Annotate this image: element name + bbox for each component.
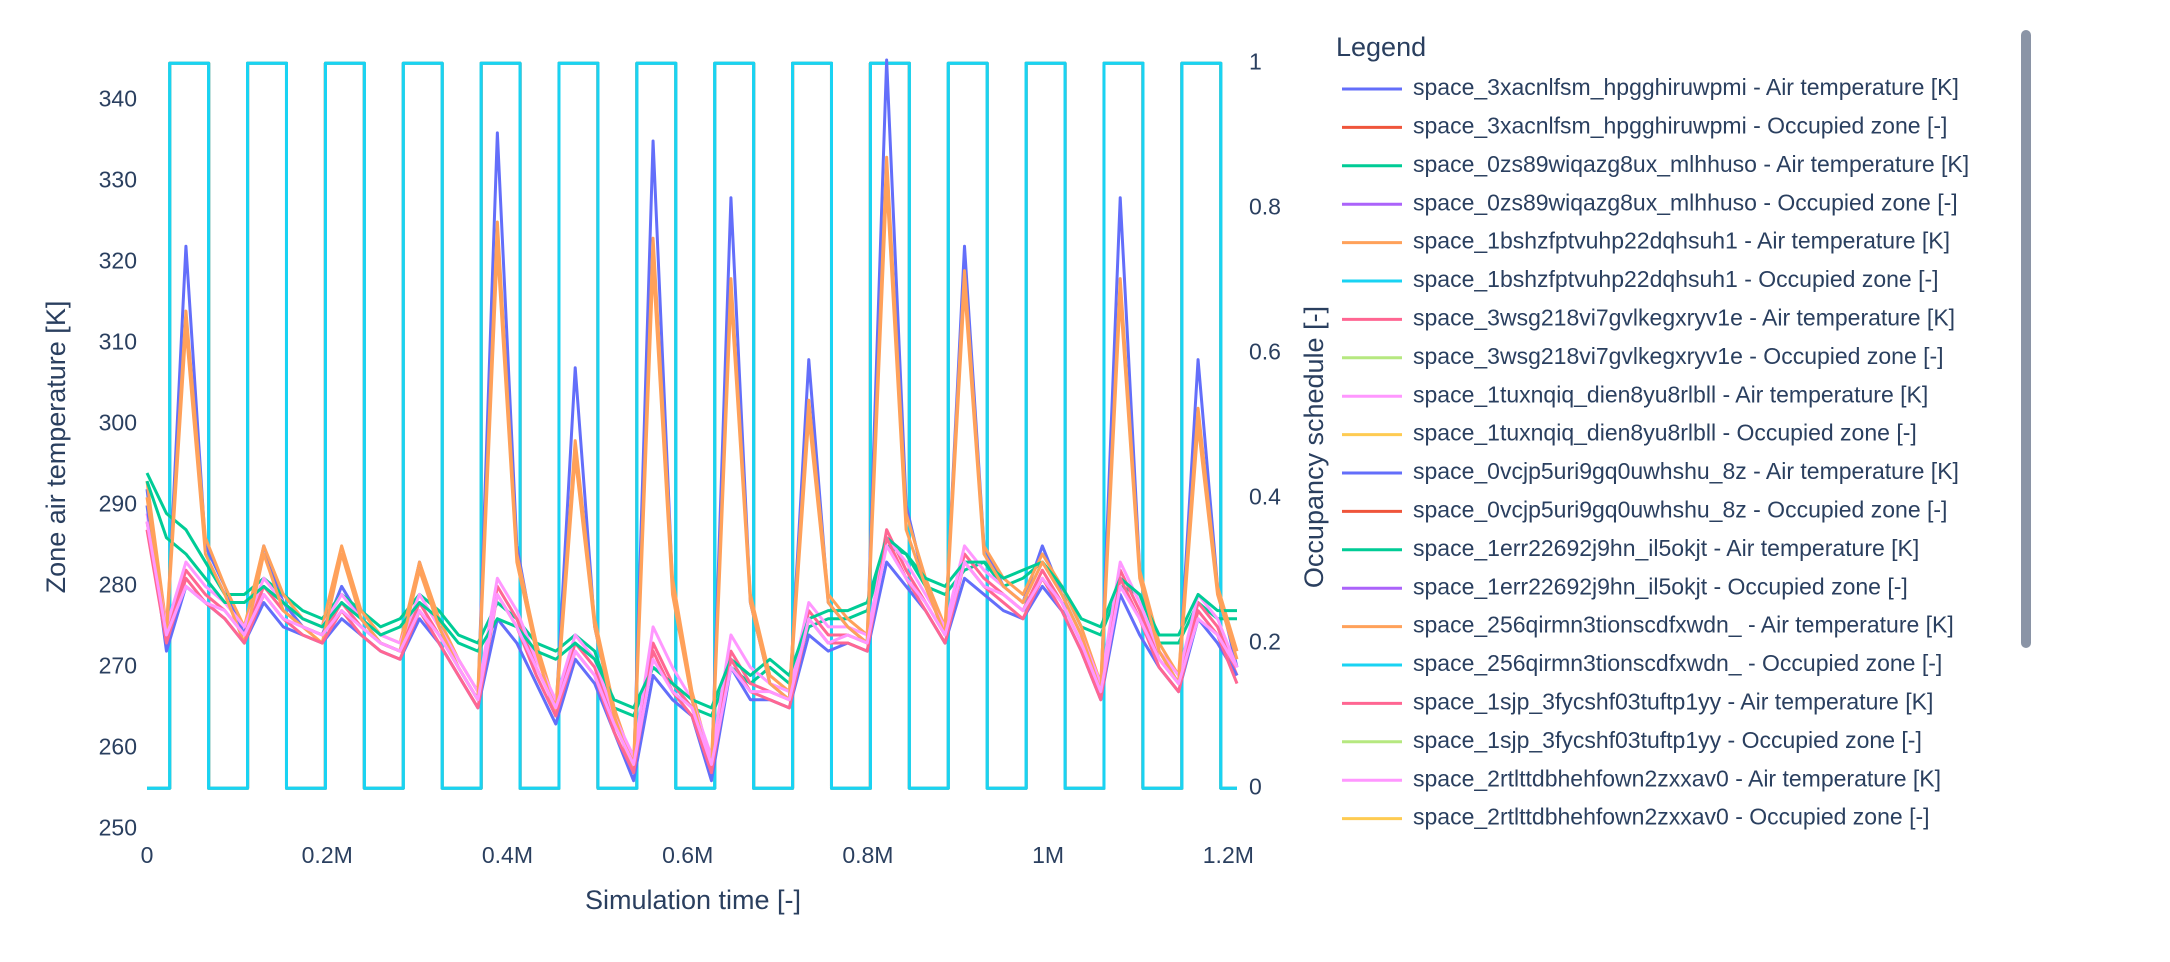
legend-label: space_3xacnlfsm_hpgghiruwpmi - Air tempe…: [1413, 74, 1959, 100]
y-tick-label: 330: [99, 167, 137, 193]
y-tick-label: 300: [99, 410, 137, 436]
legend-label: space_1err22692j9hn_il5okjt - Air temper…: [1413, 535, 1919, 561]
series-line: [145, 505, 1239, 783]
x-tick-label: 0.8M: [842, 842, 893, 868]
legend-label: space_0vcjp5uri9gq0uwhshu_8z - Air tempe…: [1413, 458, 1959, 484]
y2-tick-label: 0.6: [1249, 338, 1281, 364]
series-line: [145, 529, 1239, 775]
series-line: [147, 61, 1237, 790]
x-axis-title: Simulation time [-]: [585, 885, 801, 915]
y2-tick-label: 0.4: [1249, 483, 1281, 509]
series-line: [147, 61, 1237, 790]
legend-label: space_1sjp_3fycshf03tuftp1yy - Occupied …: [1413, 727, 1922, 753]
legend-label: space_256qirmn3tionscdfxwdn_ - Occupied …: [1413, 650, 1942, 676]
series-line: [145, 521, 1239, 767]
series-line: [147, 61, 1237, 790]
series-line: [145, 480, 1237, 710]
series-line: [147, 61, 1237, 790]
legend-label: space_3wsg218vi7gvlkegxryv1e - Air tempe…: [1413, 304, 1955, 330]
legend-label: space_2rtlttdbhehfown2zxxav0 - Air tempe…: [1413, 765, 1941, 791]
legend-label: space_1tuxnqiq_dien8yu8rlbll - Air tempe…: [1413, 381, 1928, 407]
series-line: [147, 61, 1237, 790]
y-axis-title: Zone air temperature [K]: [41, 301, 71, 594]
legend-label: space_3xacnlfsm_hpgghiruwpmi - Occupied …: [1413, 112, 1947, 138]
series-line: [147, 61, 1237, 790]
legend-label: space_1err22692j9hn_il5okjt - Occupied z…: [1413, 573, 1908, 599]
series-line: [145, 472, 1237, 718]
x-tick-label: 1M: [1032, 842, 1064, 868]
legend-label: space_1bshzfptvuhp22dqhsuh1 - Air temper…: [1413, 228, 1950, 254]
y-tick-label: 270: [99, 652, 137, 678]
y-tick-label: 310: [99, 329, 137, 355]
series-line: [145, 155, 1239, 767]
x-tick-label: 0: [141, 842, 154, 868]
y-tick-label: 290: [99, 490, 137, 516]
y-tick-label: 260: [99, 733, 137, 759]
y-tick-label: 250: [99, 814, 137, 840]
legend: space_3xacnlfsm_hpgghiruwpmi - Air tempe…: [1342, 74, 1969, 830]
y2-tick-label: 0: [1249, 773, 1262, 799]
y2-tick-label: 0.8: [1249, 193, 1281, 219]
series-line: [147, 61, 1237, 790]
series-line: [147, 61, 1237, 790]
y-tick-label: 340: [99, 86, 137, 112]
legend-scrollbar[interactable]: [2021, 30, 2031, 648]
series-line: [145, 521, 1239, 767]
legend-label: space_0zs89wiqazg8ux_mlhhuso - Occupied …: [1413, 189, 1958, 215]
legend-label: space_1bshzfptvuhp22dqhsuh1 - Occupied z…: [1413, 266, 1939, 292]
legend-label: space_0vcjp5uri9gq0uwhshu_8z - Occupied …: [1413, 496, 1947, 522]
x-tick-label: 0.6M: [662, 842, 713, 868]
legend-title: Legend: [1336, 32, 1426, 62]
legend-label: space_3wsg218vi7gvlkegxryv1e - Occupied …: [1413, 343, 1944, 369]
legend-label: space_256qirmn3tionscdfxwdn_ - Air tempe…: [1413, 612, 1954, 638]
legend-label: space_0zs89wiqazg8ux_mlhhuso - Air tempe…: [1413, 151, 1969, 177]
series-line: [145, 58, 1239, 775]
legend-label: space_1sjp_3fycshf03tuftp1yy - Air tempe…: [1413, 688, 1933, 714]
series-line: [147, 61, 1237, 790]
x-tick-label: 1.2M: [1203, 842, 1254, 868]
x-tick-label: 0.4M: [482, 842, 533, 868]
x-tick-label: 0.2M: [302, 842, 353, 868]
legend-label: space_2rtlttdbhehfown2zxxav0 - Occupied …: [1413, 804, 1930, 830]
y2-tick-label: 1: [1249, 48, 1262, 74]
series-line: [145, 180, 1239, 775]
y-tick-label: 320: [99, 248, 137, 274]
plot-area: [145, 58, 1239, 790]
legend-label: space_1tuxnqiq_dien8yu8rlbll - Occupied …: [1413, 420, 1917, 446]
series-line: [147, 61, 1237, 790]
y-tick-label: 280: [99, 571, 137, 597]
y2-tick-label: 0.2: [1249, 628, 1281, 654]
y2-axis-title: Occupancy schedule [-]: [1299, 306, 1329, 588]
